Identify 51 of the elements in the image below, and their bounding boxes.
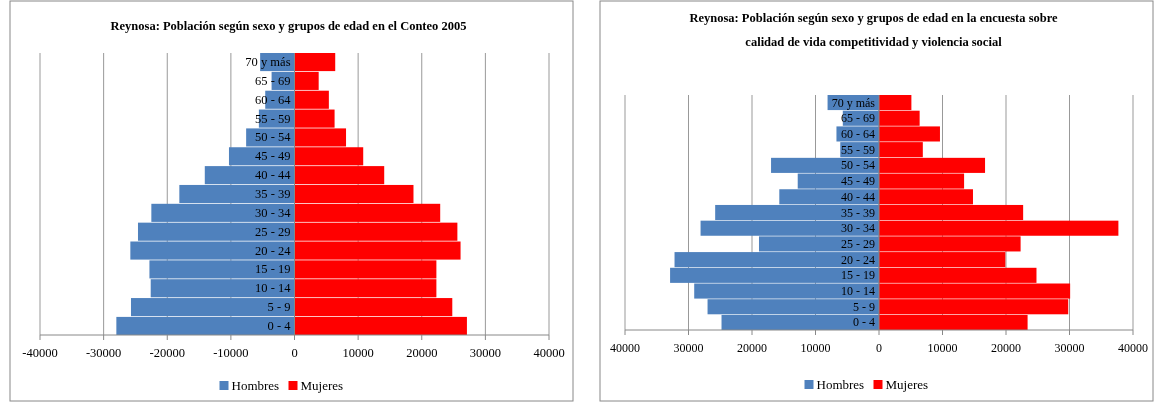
x-tick-label: 0 xyxy=(291,346,298,360)
y-tick-label: 50 - 54 xyxy=(841,158,875,173)
x-tick-label: 20000 xyxy=(991,341,1021,355)
legend-label: Mujeres xyxy=(885,377,929,392)
y-tick-label: 70 y más xyxy=(245,55,291,70)
x-tick-label: 10000 xyxy=(800,341,831,355)
y-tick-label: 10 - 14 xyxy=(841,284,875,299)
x-tick-label: -10000 xyxy=(213,346,249,360)
y-tick-label: 40 - 44 xyxy=(841,189,875,204)
y-tick-label: 35 - 39 xyxy=(841,205,875,220)
x-tick-label: -40000 xyxy=(22,346,58,360)
y-tick-label: 60 - 64 xyxy=(841,126,875,141)
y-tick-label: 65 - 69 xyxy=(255,73,291,88)
x-tick-label: -20000 xyxy=(149,346,185,360)
chart-title: Reynosa: Población según sexo y grupos de edad en la encuesta sobre calidad de vida competitividad y violencia social xyxy=(689,11,1059,49)
legend-label: Hombres xyxy=(816,377,865,392)
y-tick-label: 15 - 19 xyxy=(841,268,875,283)
x-tick-label: 30000 xyxy=(673,341,704,355)
x-tick-label: 40000 xyxy=(610,341,640,355)
chart-title: Reynosa: Población según sexo y grupos de edad en el Conteo 2005 xyxy=(110,19,467,33)
y-tick-label: 30 - 34 xyxy=(255,205,292,220)
x-tick-label: 30000 xyxy=(469,346,501,360)
y-tick-label: 20 - 24 xyxy=(255,243,292,258)
x-tick-label: 0 xyxy=(876,341,882,355)
y-tick-label: 40 - 44 xyxy=(255,168,292,183)
y-tick-label: 30 - 34 xyxy=(841,221,875,236)
y-tick-label: 20 - 24 xyxy=(841,252,875,267)
y-tick-label: 50 - 54 xyxy=(255,130,292,145)
x-tick-label: 20000 xyxy=(737,341,767,355)
x-tick-label: 40000 xyxy=(1118,341,1148,355)
y-tick-label: 5 - 9 xyxy=(267,300,291,315)
legend-label: Mujeres xyxy=(300,378,344,393)
y-tick-label: 15 - 19 xyxy=(255,262,291,277)
y-tick-label: 0 - 4 xyxy=(267,318,292,333)
y-tick-label: 45 - 49 xyxy=(255,149,291,164)
y-tick-label: 5 - 9 xyxy=(853,299,875,314)
x-tick-label: 20000 xyxy=(406,346,438,360)
x-tick-label: 10000 xyxy=(927,341,958,355)
y-tick-label: 55 - 59 xyxy=(841,142,875,157)
legend-label: Hombres xyxy=(231,378,280,393)
y-tick-label: 0 - 4 xyxy=(853,315,875,330)
x-tick-label: -30000 xyxy=(85,346,122,360)
y-tick-label: 10 - 14 xyxy=(255,281,292,296)
y-tick-label: 25 - 29 xyxy=(841,236,875,251)
y-tick-label: 35 - 39 xyxy=(255,187,291,201)
y-tick-label: 70 y más xyxy=(831,95,876,110)
x-tick-label: 10000 xyxy=(342,346,374,360)
y-tick-label: 45 - 49 xyxy=(841,174,875,189)
x-tick-label: 30000 xyxy=(1054,341,1085,355)
y-tick-label: 25 - 29 xyxy=(255,224,291,239)
x-tick-label: 40000 xyxy=(533,346,565,360)
